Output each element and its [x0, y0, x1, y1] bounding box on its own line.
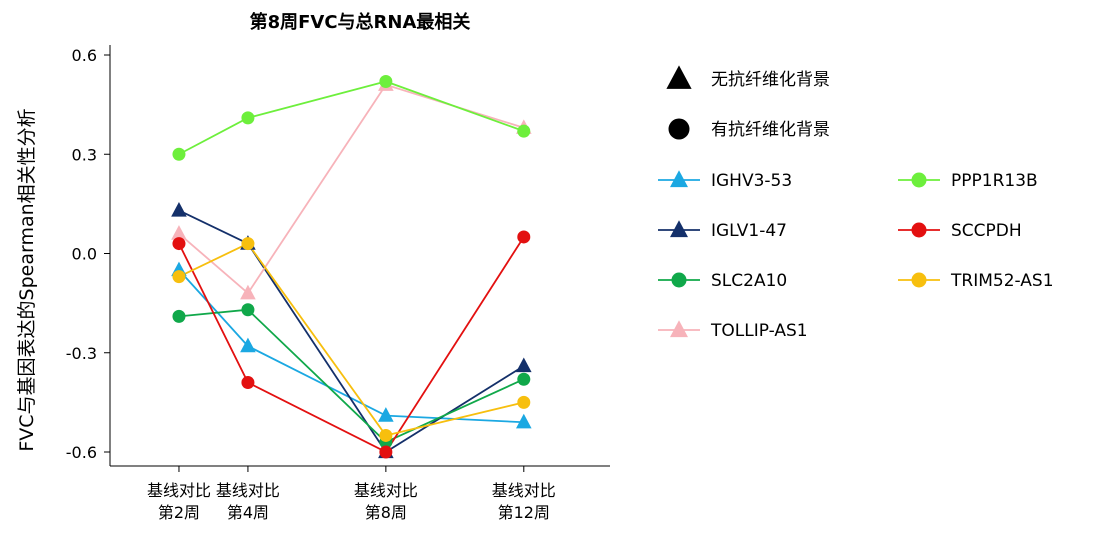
legend-marker: [671, 272, 687, 288]
y-axis-label: FVC与基因表达的Spearman相关性分析: [16, 108, 38, 451]
legend-label: IGLV1-47: [711, 221, 787, 241]
data-point: [241, 303, 255, 317]
legend-label: TOLLIP-AS1: [710, 321, 808, 341]
legend-label: SLC2A10: [711, 271, 787, 291]
data-point: [515, 413, 532, 429]
data-point: [517, 124, 531, 138]
data-point: [517, 372, 531, 386]
x-tick-label: 第4周: [227, 503, 269, 522]
data-point: [379, 74, 393, 88]
data-point: [379, 445, 393, 459]
data-point: [172, 237, 186, 251]
legend-marker: [670, 220, 688, 238]
x-tick-label: 基线对比: [492, 481, 556, 500]
x-tick-label: 第12周: [498, 503, 550, 522]
series-line: [178, 80, 525, 156]
series-layer: [171, 74, 532, 459]
data-point: [172, 147, 186, 161]
legend-marker: [670, 320, 688, 338]
legend-marker: [670, 170, 688, 188]
data-point: [171, 225, 187, 240]
data-point: [241, 237, 255, 251]
data-point: [378, 407, 394, 422]
data-point: [172, 309, 186, 323]
axes: 0.60.30.0-0.3-0.6基线对比第2周基线对比第4周基线对比第8周基线…: [16, 45, 610, 522]
y-tick-label: 0.0: [72, 245, 97, 264]
data-point: [240, 337, 256, 353]
y-tick-label: 0.3: [72, 145, 97, 164]
x-tick-label: 基线对比: [147, 481, 211, 500]
data-point: [172, 270, 186, 284]
series-line: [178, 83, 525, 295]
legend-marker-label: 有抗纤维化背景: [711, 120, 830, 140]
series-line: [178, 236, 525, 454]
x-tick-label: 第2周: [158, 503, 200, 522]
x-tick-label: 基线对比: [216, 481, 280, 500]
legend-marker-label: 无抗纤维化背景: [711, 70, 830, 90]
series-line: [178, 242, 525, 437]
y-tick-label: -0.3: [66, 344, 97, 363]
legend-marker: [911, 172, 927, 188]
x-tick-label: 第8周: [365, 503, 407, 522]
legend-label: TRIM52-AS1: [950, 271, 1054, 291]
legend-label: SCCPDH: [951, 221, 1022, 241]
data-point: [240, 284, 256, 300]
data-point: [517, 395, 531, 409]
x-tick-label: 基线对比: [354, 481, 418, 500]
data-point: [515, 357, 532, 373]
data-point: [517, 230, 531, 244]
legend-marker-key: [668, 118, 690, 140]
chart-title: 第8周FVC与总RNA最相关: [250, 11, 471, 33]
series-line: [178, 308, 525, 444]
data-point: [241, 111, 255, 125]
legend-marker-key: [666, 65, 692, 89]
data-point: [241, 376, 255, 390]
legend-label: IGHV3-53: [711, 171, 792, 191]
data-point: [171, 202, 187, 217]
legend-marker: [911, 272, 927, 288]
data-point: [379, 428, 393, 442]
y-tick-label: -0.6: [66, 443, 97, 462]
legend-label: PPP1R13B: [951, 171, 1038, 191]
legend-marker: [911, 222, 927, 238]
series-line: [178, 209, 525, 454]
y-tick-label: 0.6: [72, 46, 97, 65]
